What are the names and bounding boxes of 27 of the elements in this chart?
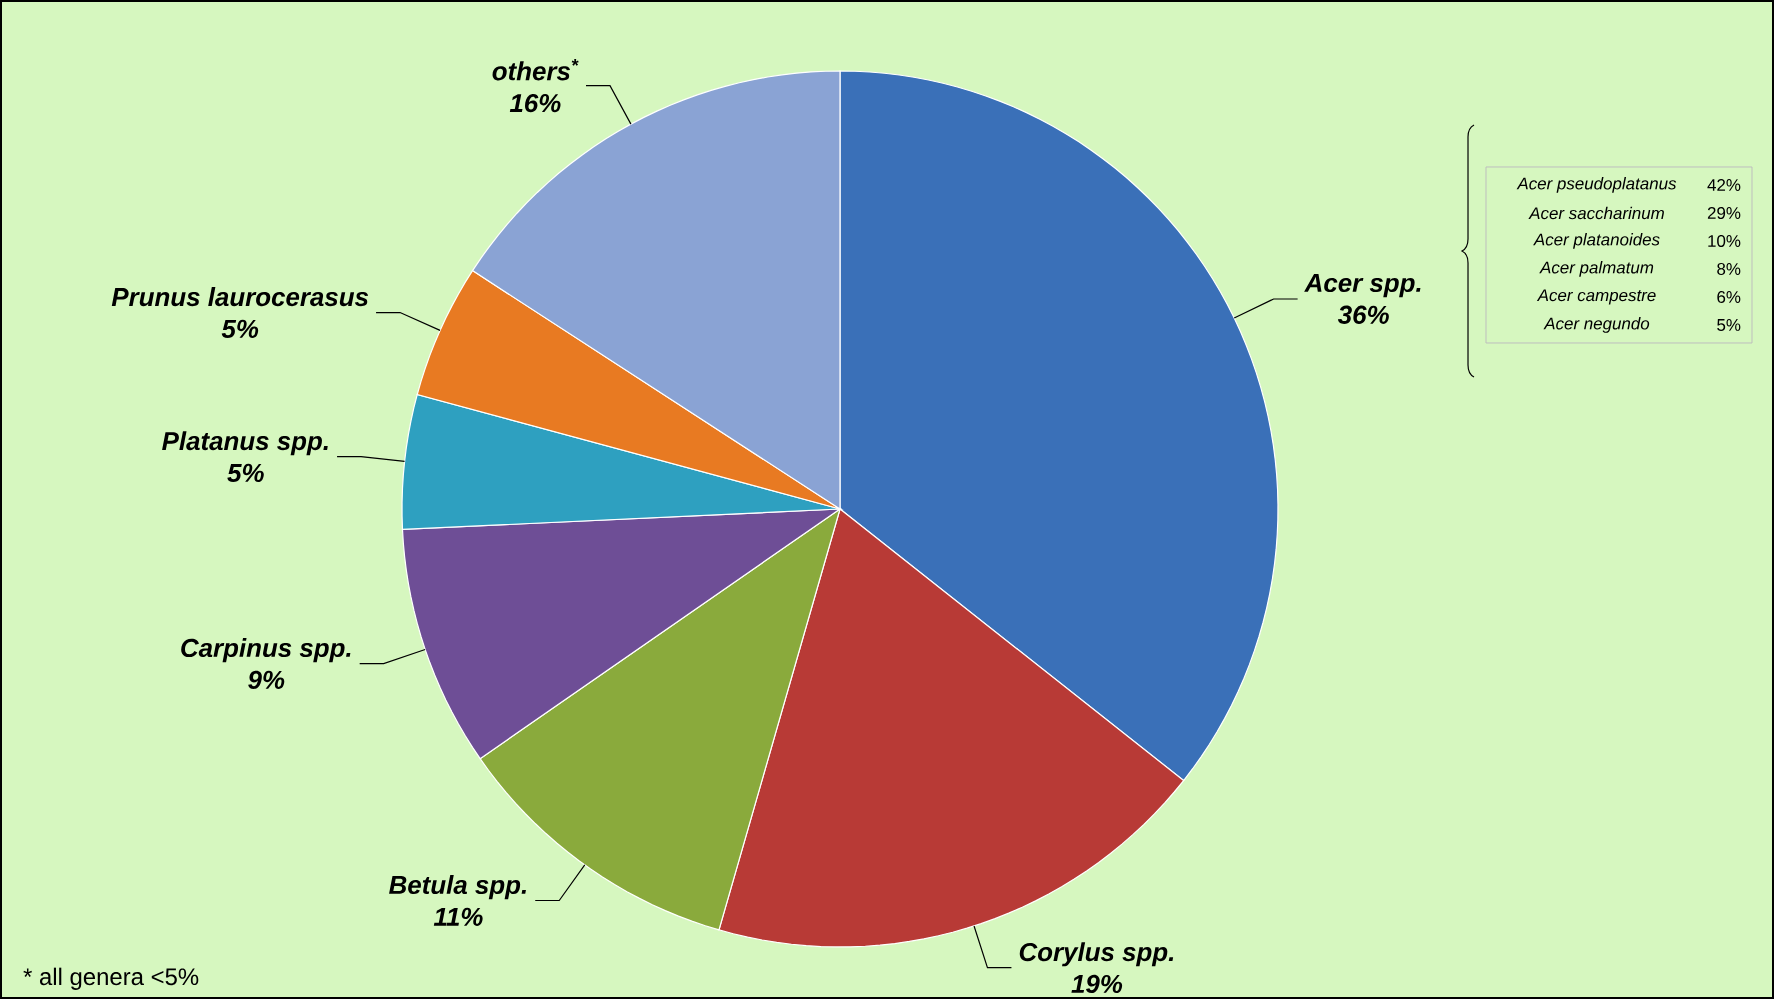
- slice-label: Betula spp.: [389, 875, 526, 900]
- text: Acer platanoides: [1533, 233, 1660, 249]
- text: 10%: [1708, 235, 1741, 248]
- slice-label: Prunus laurocerasus: [111, 287, 369, 307]
- text: Acer pseudoplatanus: [1516, 177, 1677, 193]
- text: 6%: [1717, 291, 1741, 304]
- text: Acer campestre: [1536, 289, 1656, 305]
- text: Acer saccharinum: [1528, 206, 1664, 220]
- slice-label: Acer spp.: [1304, 274, 1421, 298]
- text: 29%: [1707, 207, 1741, 220]
- data-label: 11%: [433, 907, 483, 927]
- slice-label: Platanus spp.: [162, 431, 328, 456]
- data-label: 19%: [1071, 974, 1123, 994]
- slice-label: others$^{*}$: [492, 59, 579, 81]
- text: Acer palmatum: [1539, 261, 1654, 277]
- text: * all genera <5%: [23, 967, 199, 991]
- text: 5%: [1717, 319, 1741, 332]
- data-label: 16%: [509, 94, 561, 113]
- text: Acer negundo: [1543, 317, 1650, 333]
- slice-label: Corylus spp.: [1019, 942, 1174, 967]
- data-label: 5%: [227, 463, 264, 483]
- text: 42%: [1707, 179, 1741, 192]
- data-label: 5%: [221, 319, 259, 339]
- data-label: 9%: [248, 670, 285, 690]
- data-label: 36%: [1337, 305, 1389, 325]
- text: 8%: [1717, 263, 1741, 276]
- slice-label: Carpinus spp.: [181, 638, 351, 663]
